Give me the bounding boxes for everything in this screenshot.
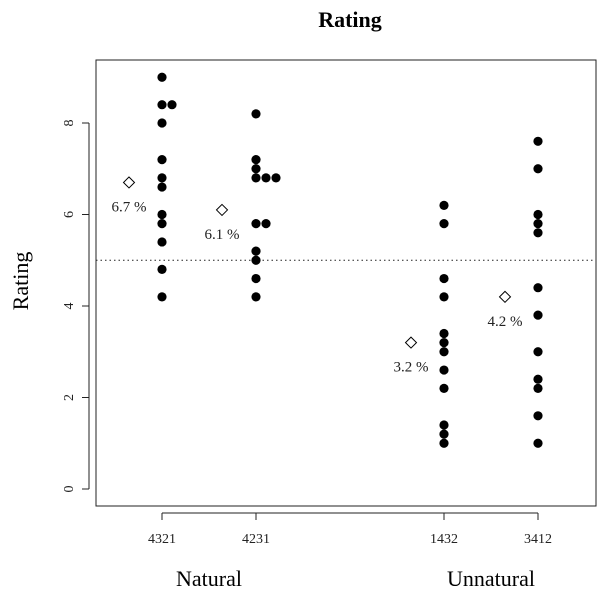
data-point-3412: [533, 136, 543, 146]
y-tick-label: 2: [62, 394, 77, 401]
y-tick-label: 0: [62, 486, 77, 493]
data-point-1432: [439, 438, 449, 448]
data-point-4321: [157, 209, 167, 220]
y-tick-label: 8: [62, 120, 77, 127]
data-point-3412: [533, 411, 543, 421]
data-point-1432: [439, 273, 449, 284]
data-point-3412: [533, 283, 543, 293]
mean-marker-3412: [498, 290, 512, 304]
annotations: 6.7 % 6.1 % 3.2 % 4.2 %: [112, 176, 523, 376]
data-point-3412: [533, 374, 543, 384]
data-point-1432: [439, 420, 449, 430]
data-point-4321: [157, 219, 167, 229]
mean-marker-1432: [404, 336, 418, 349]
data-point-3412: [533, 347, 543, 357]
data-point-3412: [533, 438, 543, 448]
data-point-3412: [533, 383, 543, 393]
y-tick-label: 4: [62, 303, 77, 310]
data-point-1432: [439, 200, 449, 210]
data-point-4321: [167, 100, 177, 110]
data-point-4231: [251, 219, 261, 229]
x-tick-label-1432: 1432: [430, 532, 458, 547]
data-point-3412: [533, 310, 543, 320]
group-label-natural: Natural: [176, 566, 242, 591]
annotation-label-3412: 4.2 %: [488, 314, 523, 330]
y-axis-label: Rating: [8, 252, 33, 311]
data-point-4231: [251, 273, 261, 284]
data-point-4321: [157, 118, 167, 128]
data-point-4231: [251, 246, 261, 256]
x-tick-label-4231: 4231: [242, 532, 270, 547]
y-axis: 0 2 4 6 8: [62, 120, 90, 493]
data-point-4321: [157, 100, 167, 110]
x-axis: 4321 4231 1432 3412: [148, 512, 552, 547]
data-point-1432: [439, 292, 449, 302]
data-point-1432: [439, 219, 449, 229]
chart-title: Rating: [318, 7, 382, 32]
data-point-4231: [261, 219, 271, 229]
data-point-3412: [533, 164, 543, 174]
data-point-3412: [533, 228, 543, 238]
data-points: [157, 72, 543, 448]
plot-frame: [95, 59, 597, 507]
data-point-4321: [157, 237, 167, 247]
data-point-4231: [251, 109, 261, 119]
data-point-4231: [261, 173, 271, 183]
data-point-4231: [271, 173, 281, 183]
data-point-4321: [157, 264, 167, 274]
group-label-unnatural: Unnatural: [447, 566, 535, 591]
data-point-4231: [251, 173, 261, 183]
data-point-1432: [439, 347, 449, 357]
annotation-label-4321: 6.7 %: [112, 199, 147, 215]
mean-marker-4321: [122, 176, 136, 189]
x-tick-label-3412: 3412: [524, 532, 552, 547]
data-point-4321: [157, 173, 167, 183]
group-labels: Natural Unnatural: [176, 566, 535, 591]
data-point-4231: [251, 164, 261, 174]
data-point-3412: [533, 209, 543, 220]
data-point-4321: [157, 72, 167, 82]
mean-marker-4231: [215, 203, 229, 217]
data-point-1432: [439, 429, 449, 439]
annotation-label-4231: 6.1 %: [205, 227, 240, 243]
data-point-1432: [439, 338, 449, 348]
data-point-4321: [157, 292, 167, 302]
y-tick-label: 6: [62, 211, 77, 218]
data-point-4321: [157, 182, 167, 192]
x-tick-label-4321: 4321: [148, 532, 176, 547]
data-point-4231: [251, 255, 261, 265]
annotation-label-1432: 3.2 %: [394, 360, 429, 376]
data-point-3412: [533, 219, 543, 229]
data-point-1432: [439, 383, 449, 393]
data-point-4231: [251, 155, 261, 165]
data-point-1432: [439, 365, 449, 375]
data-point-1432: [439, 328, 449, 339]
data-point-4231: [251, 292, 261, 302]
data-point-4321: [157, 155, 167, 165]
